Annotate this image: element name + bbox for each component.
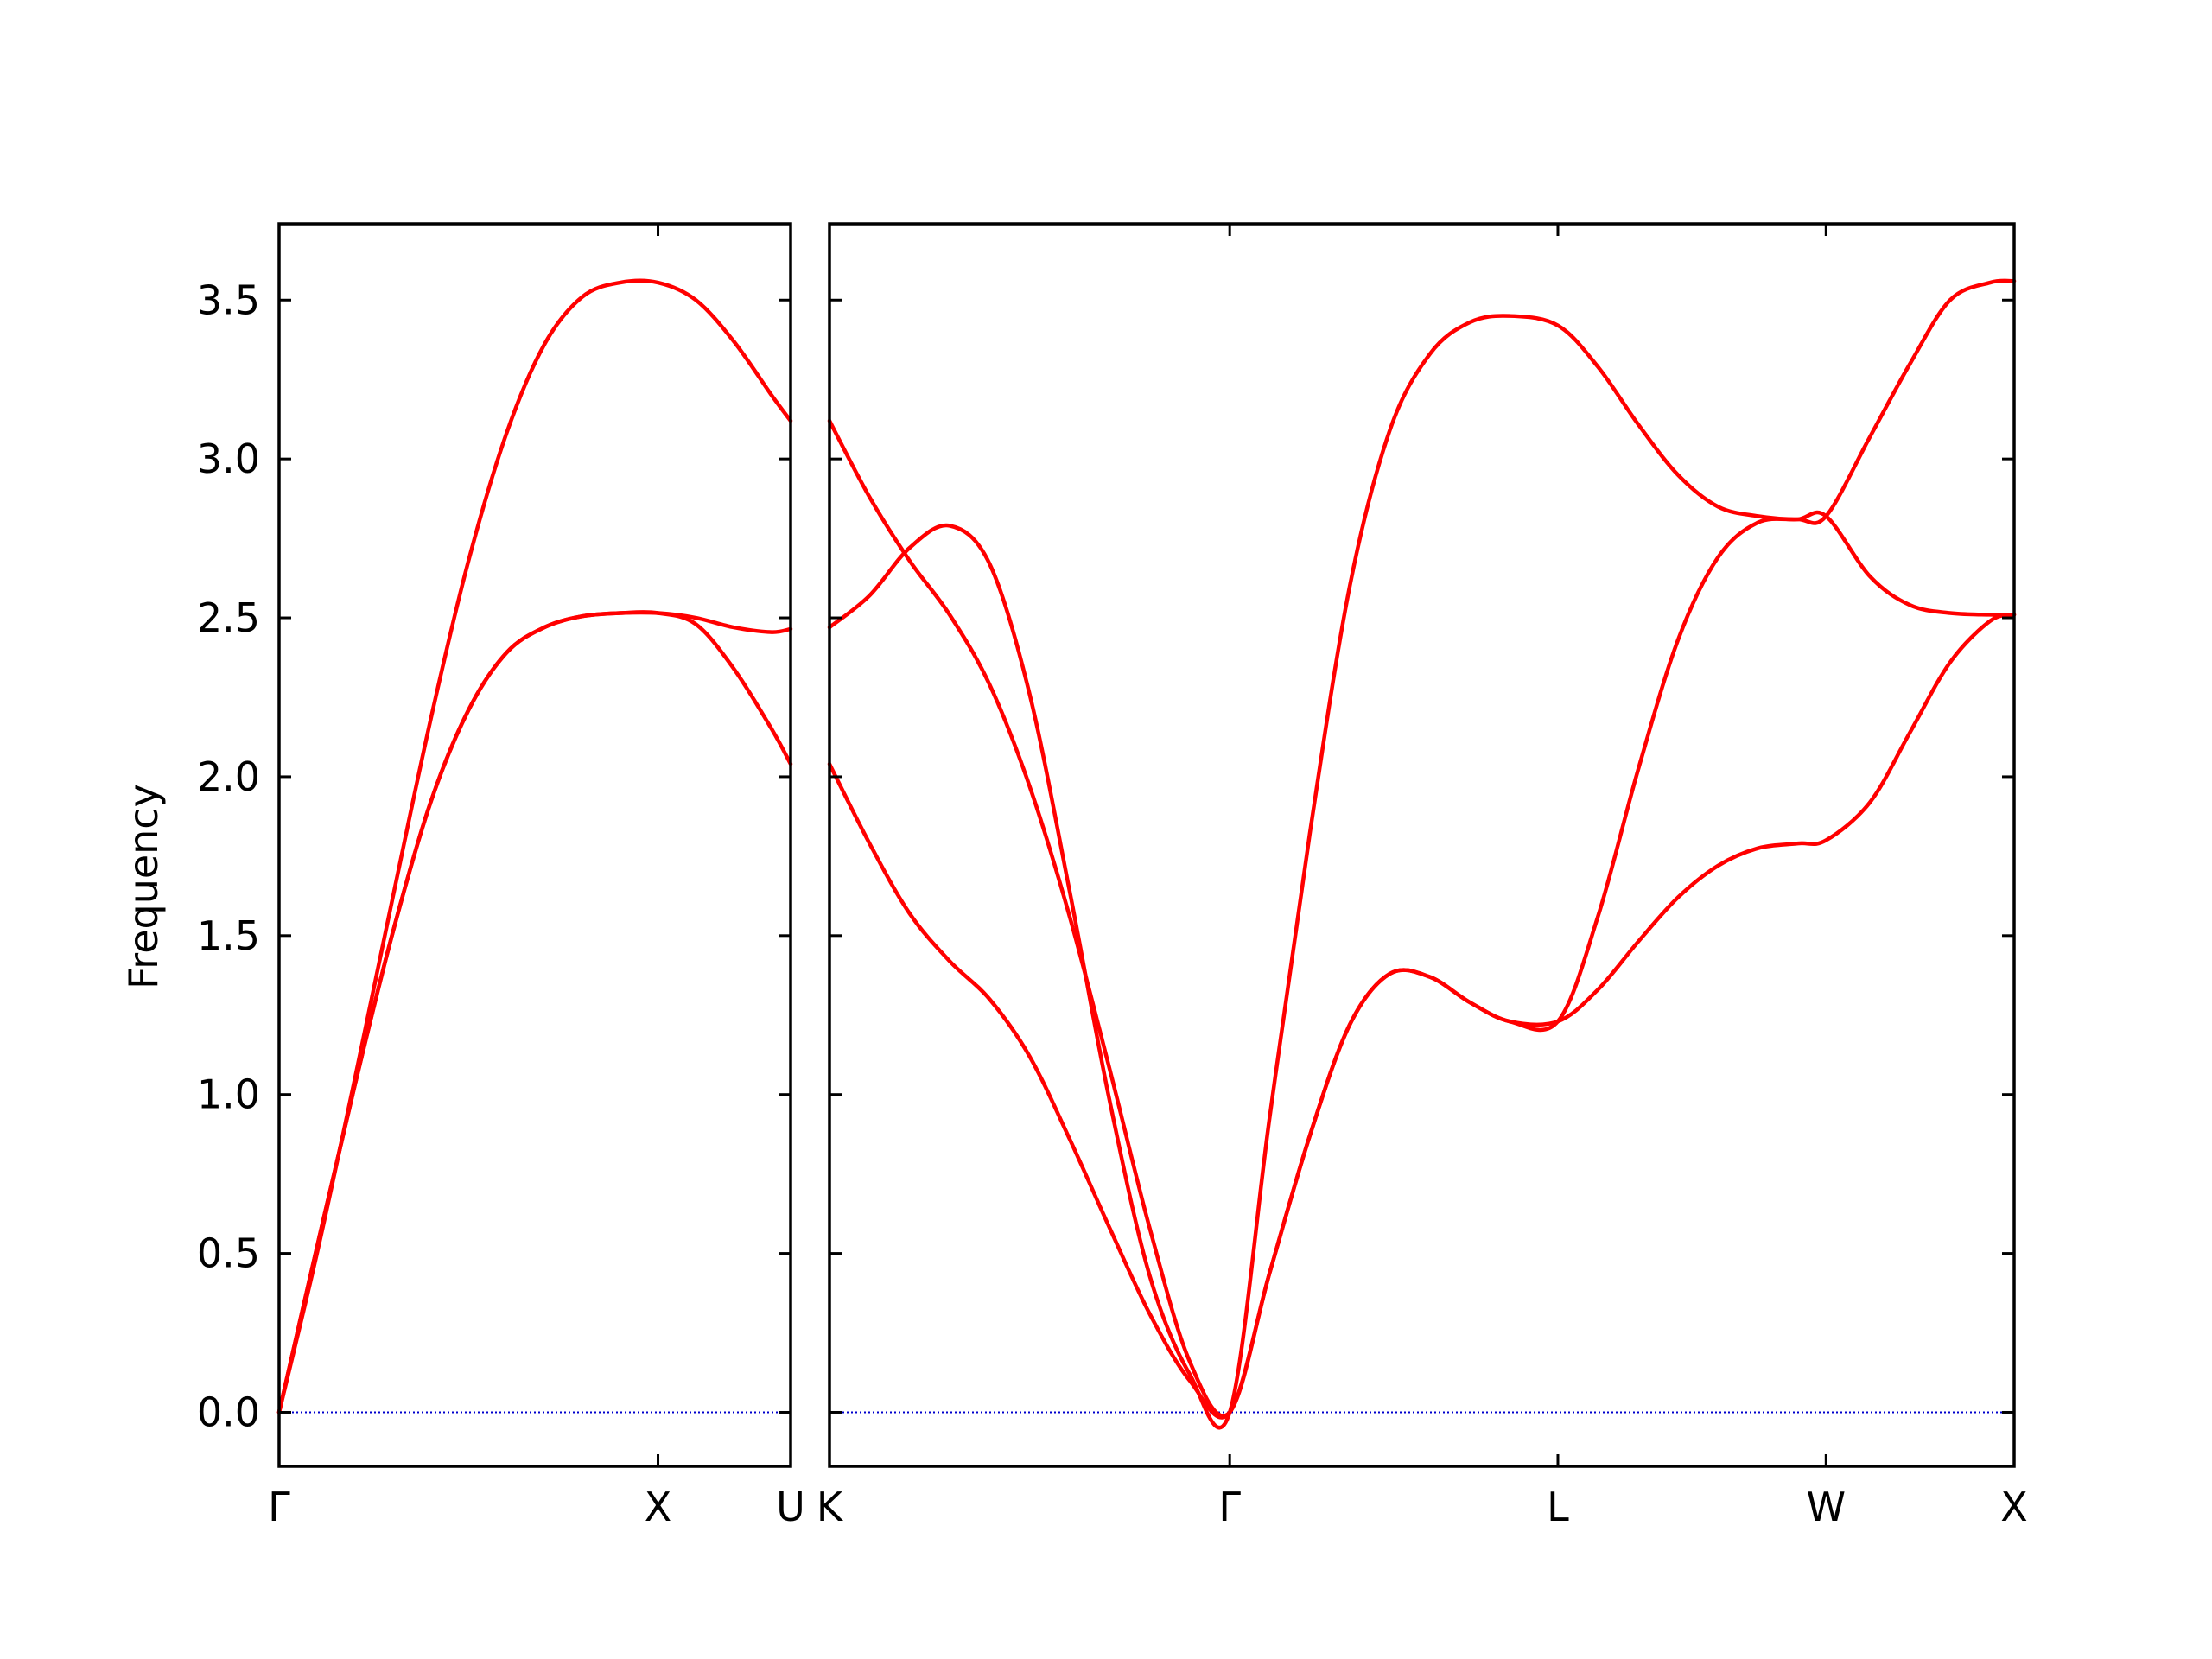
y-tick-label: 0.5 [197,1230,260,1277]
x-tick-label: W [1807,1484,1846,1530]
x-tick-label: Γ [268,1484,290,1530]
y-tick-label: 1.0 [197,1071,260,1118]
x-tick-label: X [2000,1484,2028,1530]
x-tick-label: X [645,1484,672,1530]
y-tick-label: 0.0 [197,1389,260,1435]
y-tick-label: 3.0 [197,435,260,482]
band-line-3 [827,278,2017,1430]
y-axis-label: Frequency [120,784,167,989]
plot-area: 0.0 0.5 1.0 1.5 2.0 2.5 3.0 3.5 Γ X U K Γ L W X [197,222,2028,1530]
x-tick-label: U [776,1484,805,1530]
x-tick-label: L [1547,1484,1569,1530]
y-tick-label: 3.5 [197,276,260,323]
panel-frame [277,222,792,1468]
panel-gamma-x-u: 0.0 0.5 1.0 1.5 2.0 2.5 3.0 3.5 Γ X U [197,222,805,1530]
y-tick-label: 2.5 [197,594,260,641]
y-tick-label: 2.0 [197,753,260,800]
band-line-2 [827,418,2017,1418]
band-line-3 [276,278,793,1414]
band-line-2 [276,610,793,1414]
y-tick-label: 1.5 [197,912,260,959]
x-tick-label: Γ [1218,1484,1241,1530]
band-line-1 [276,610,793,1414]
panel-frame [828,222,2016,1468]
x-tick-label: K [817,1484,844,1530]
band-line-1 [827,613,2017,1420]
